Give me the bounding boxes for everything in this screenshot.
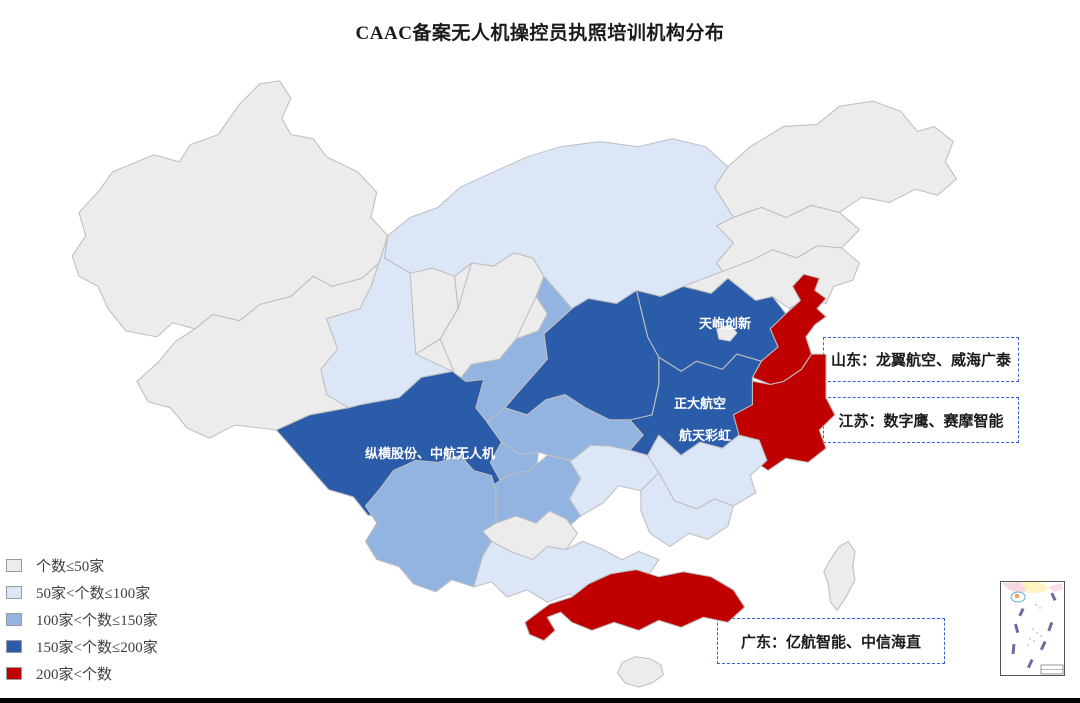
svg-text:天峋创新: 天峋创新 xyxy=(699,316,751,331)
svg-text:航天彩虹: 航天彩虹 xyxy=(679,428,731,443)
svg-text:正大航空: 正大航空 xyxy=(674,396,726,411)
svg-text:纵横股份、中航无人机: 纵横股份、中航无人机 xyxy=(365,446,495,461)
